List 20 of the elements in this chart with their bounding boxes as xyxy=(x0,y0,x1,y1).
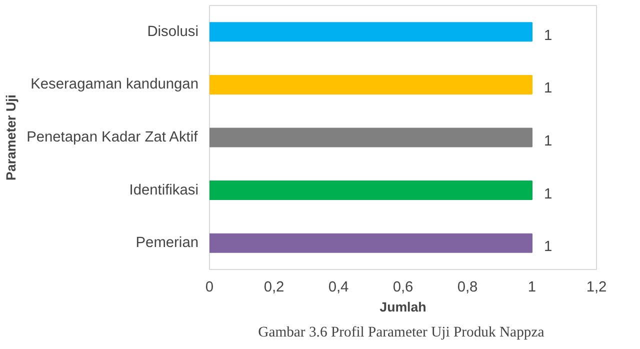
data-label: 1 xyxy=(544,239,552,256)
y-tick-label: Keseragaman kandungan xyxy=(30,76,199,93)
x-tick-label: 0,6 xyxy=(392,280,414,296)
text: Gambar 3.6 Profil Parameter Uji Produk Nappza xyxy=(258,324,545,340)
x-tick-label: 0,2 xyxy=(264,280,284,296)
y-tick-label: Pemerian xyxy=(136,235,199,252)
x-axis-title: Jumlah xyxy=(380,300,426,314)
x-tick-label: 0 xyxy=(205,280,214,296)
x-tick-label: 0,8 xyxy=(457,280,478,296)
x-tick-label: 1,2 xyxy=(586,280,607,296)
y-tick-label: Penetapan Kadar Zat Aktif xyxy=(26,130,199,146)
data-label: 1 xyxy=(544,186,552,202)
x-tick-label: 0,4 xyxy=(328,280,349,296)
x-tick-label: 1 xyxy=(528,280,536,296)
data-label: 1 xyxy=(544,134,552,150)
y-tick-label: Disolusi xyxy=(147,24,198,40)
y-axis-title: Parameter Uji xyxy=(4,94,19,180)
data-label: 1 xyxy=(544,28,552,44)
data-label: 1 xyxy=(544,80,552,97)
y-tick-label: Identifikasi xyxy=(129,182,199,198)
